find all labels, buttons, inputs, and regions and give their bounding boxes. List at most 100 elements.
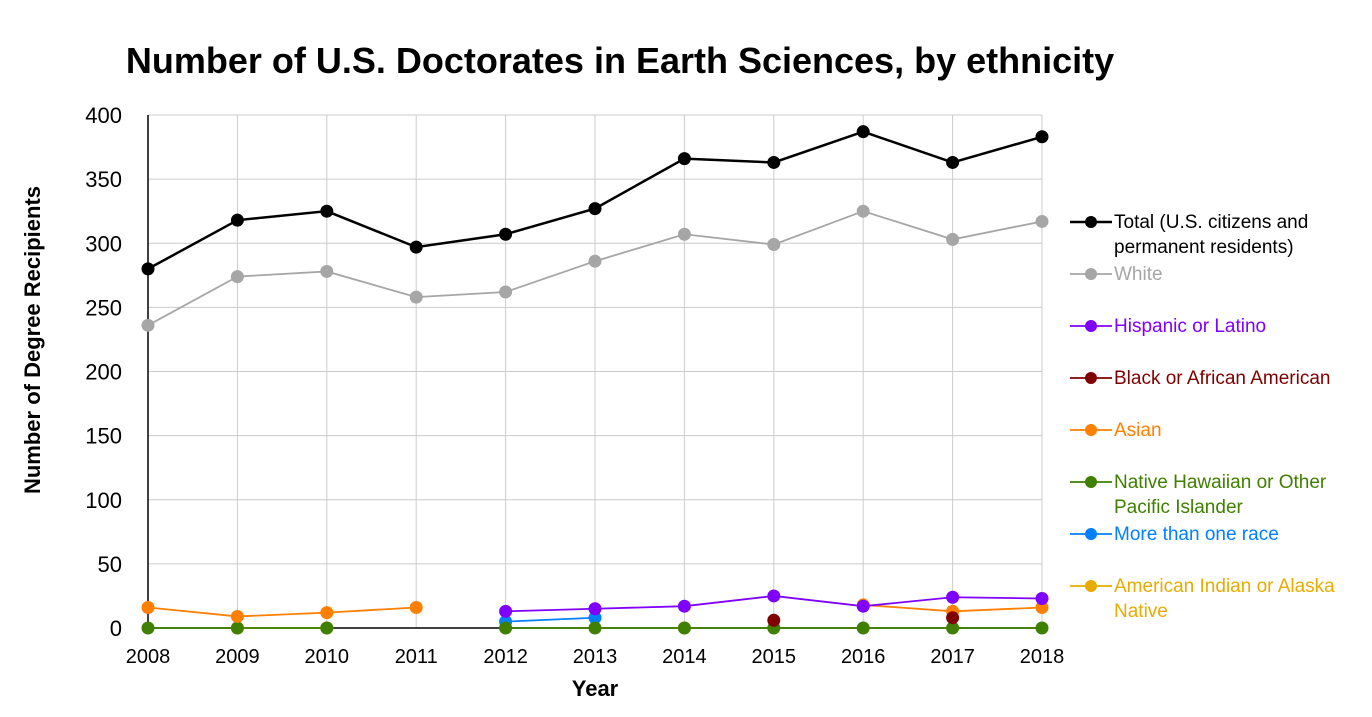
legend-marker (1070, 424, 1112, 436)
y-tick-label: 350 (85, 167, 122, 192)
legend-label: Asian (1114, 418, 1364, 443)
data-point (946, 590, 960, 604)
data-point (1035, 130, 1049, 144)
x-tick-label: 2009 (215, 646, 260, 668)
legend-dot (1085, 268, 1097, 280)
legend-label-line: permanent residents) (1114, 237, 1294, 258)
data-point (409, 600, 423, 614)
legend-label: More than one race (1114, 522, 1364, 547)
data-point (141, 318, 155, 332)
legend-dot (1085, 424, 1097, 436)
data-point (856, 599, 870, 613)
y-tick-label: 150 (85, 424, 122, 449)
legend-label: White (1114, 262, 1364, 287)
legend-label-line: Total (U.S. citizens and (1114, 212, 1309, 233)
data-point (230, 270, 244, 284)
data-point (499, 621, 513, 635)
legend-label: Black or African American (1114, 366, 1364, 391)
legend-label-line: Native Hawaiian or Other (1114, 472, 1327, 493)
x-tick-label: 2015 (752, 646, 797, 668)
legend-label: Native Hawaiian or Other Pacific Islander (1114, 470, 1364, 520)
legend-marker (1070, 216, 1112, 228)
legend-dot (1085, 216, 1097, 228)
x-tick-label: 2010 (305, 646, 350, 668)
data-point (946, 621, 960, 635)
legend-label: Hispanic or Latino (1114, 314, 1364, 339)
data-point (141, 262, 155, 276)
x-tick-label: 2016 (841, 646, 886, 668)
legend-label-line: American Indian or Alaska (1114, 576, 1335, 597)
y-tick-label: 400 (85, 103, 122, 128)
legend-marker (1070, 320, 1112, 332)
data-point (409, 240, 423, 254)
data-point (677, 599, 691, 613)
data-point (856, 125, 870, 139)
data-point (141, 600, 155, 614)
data-point (588, 602, 602, 616)
y-tick-label: 50 (98, 552, 122, 577)
legend-dot (1085, 476, 1097, 488)
x-tick-label: 2011 (395, 646, 438, 668)
data-point (856, 621, 870, 635)
legend-label-line: More than one race (1114, 524, 1279, 545)
legend-marker (1070, 580, 1112, 592)
data-point (320, 606, 334, 620)
legend-label-line: Native (1114, 601, 1168, 622)
data-point (409, 290, 423, 304)
legend-dot (1085, 528, 1097, 540)
x-tick-label: 2017 (930, 646, 975, 668)
x-tick-label: 2008 (126, 646, 171, 668)
data-point (141, 621, 155, 635)
data-point (499, 285, 513, 299)
x-tick-label: 2013 (573, 646, 618, 668)
legend-label-line: White (1114, 264, 1163, 285)
data-point (588, 621, 602, 635)
y-tick-label: 200 (85, 360, 122, 385)
data-point (588, 202, 602, 216)
data-point (767, 589, 781, 603)
data-point (677, 227, 691, 241)
data-point (320, 621, 334, 635)
data-point (320, 264, 334, 278)
legend-marker (1070, 268, 1112, 280)
data-point (1035, 600, 1049, 614)
data-point (1035, 621, 1049, 635)
data-point (767, 613, 781, 627)
x-tick-label: 2018 (1020, 646, 1065, 668)
x-axis-label: Year (571, 676, 619, 701)
legend-dot (1085, 372, 1097, 384)
y-tick-label: 250 (85, 295, 122, 320)
data-point (677, 621, 691, 635)
legend-label-line: Asian (1114, 420, 1162, 441)
data-point (946, 155, 960, 169)
legend-dot (1085, 320, 1097, 332)
data-point (767, 238, 781, 252)
legend-label-line: Hispanic or Latino (1114, 316, 1267, 337)
y-tick-label: 300 (85, 231, 122, 256)
data-point (677, 152, 691, 166)
legend-label: Total (U.S. citizens and permanent reside… (1114, 210, 1364, 260)
x-tick-label: 2014 (662, 646, 707, 668)
legend-marker (1070, 476, 1112, 488)
data-point (499, 604, 513, 618)
data-point (1035, 214, 1049, 228)
data-point (230, 609, 244, 623)
data-point (230, 621, 244, 635)
data-point (588, 254, 602, 268)
legend-label-line: Pacific Islander (1114, 497, 1243, 518)
data-point (320, 204, 334, 218)
legend-dot (1085, 580, 1097, 592)
data-point (230, 213, 244, 227)
chart-title: Number of U.S. Doctorates in Earth Scien… (125, 40, 1115, 81)
data-point (767, 155, 781, 169)
data-point (946, 232, 960, 246)
legend-marker (1070, 372, 1112, 384)
data-point (499, 227, 513, 241)
series-line (147, 606, 417, 618)
legend-label: American Indian or Alaska Native (1114, 574, 1364, 624)
legend-marker (1070, 528, 1112, 540)
legend-label-line: Black or African American (1114, 368, 1331, 389)
data-point (946, 611, 960, 625)
y-tick-label: 0 (110, 616, 122, 641)
